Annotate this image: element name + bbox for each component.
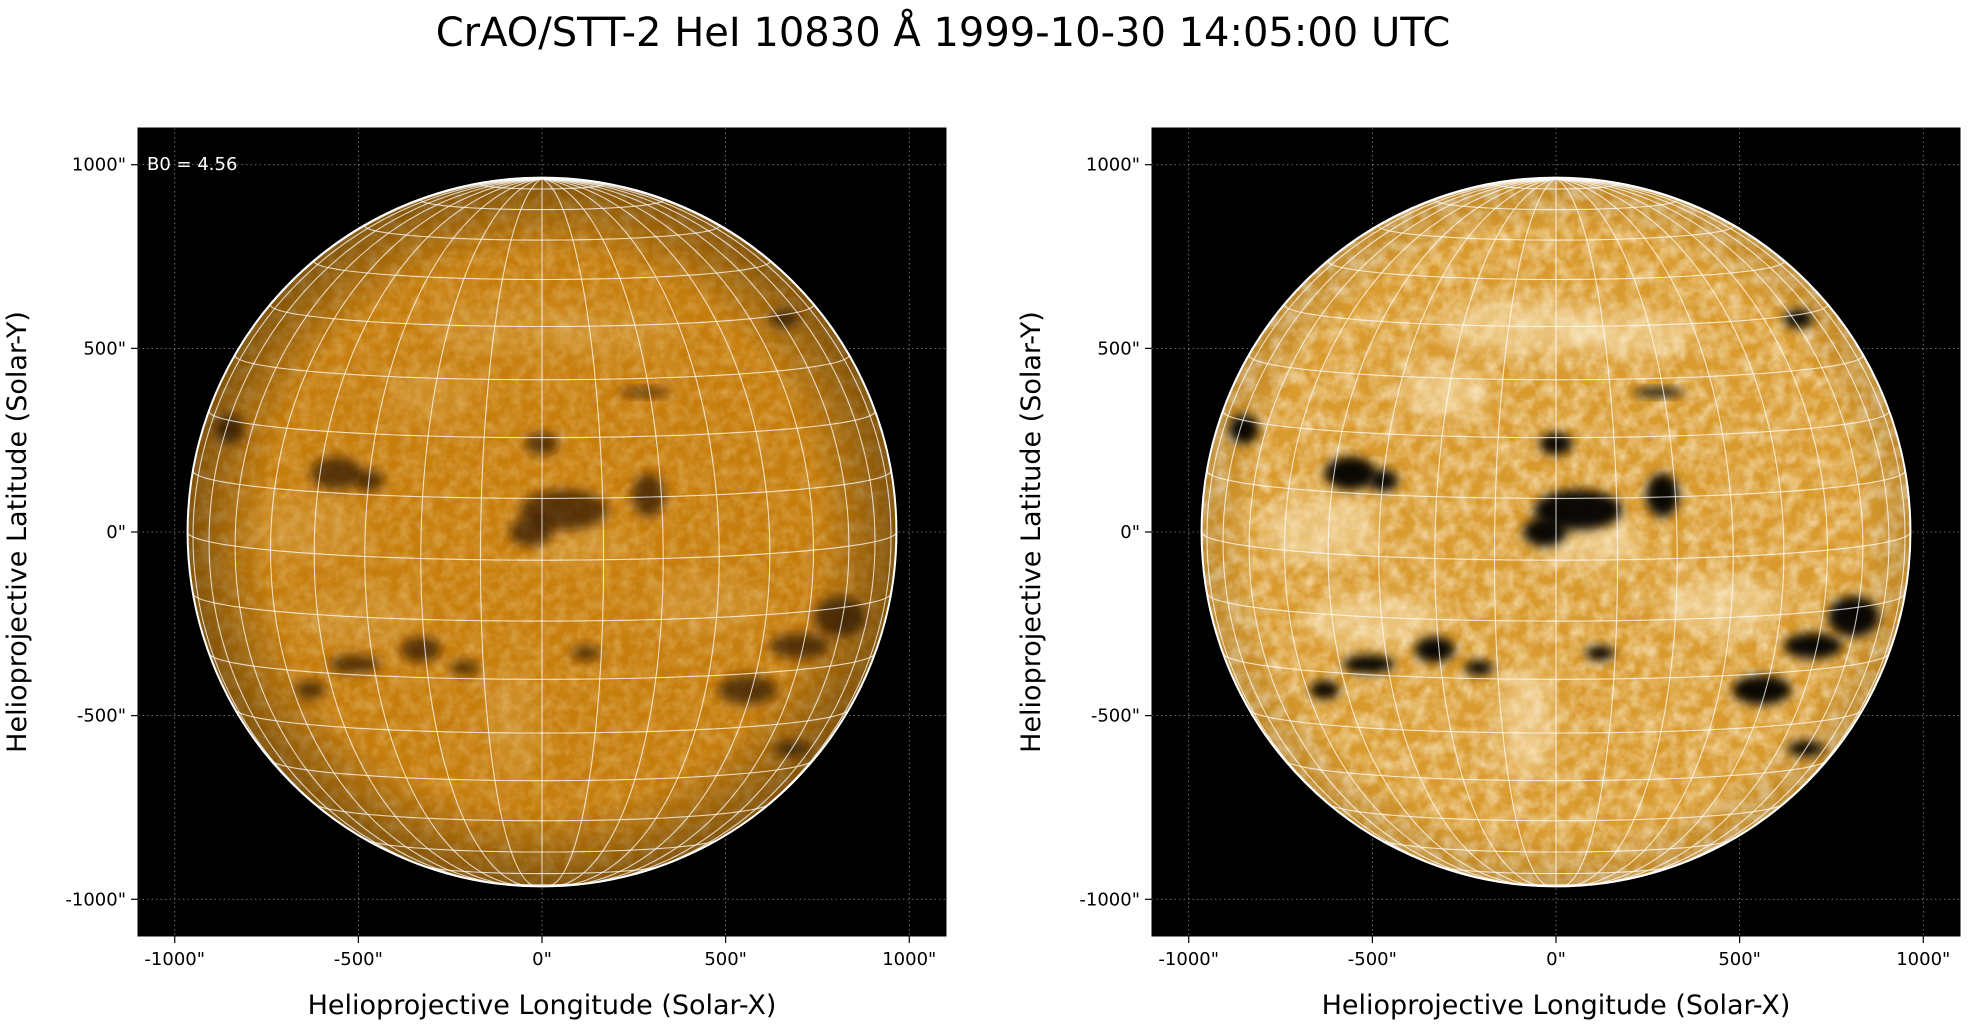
solar-limb	[1200, 176, 1912, 888]
longitude-line	[541, 178, 876, 878]
x-tick-label: 0"	[1546, 949, 1566, 970]
y-tick-label: 0"	[1120, 522, 1140, 543]
left-map-panel: -1000" 1000" -500" 500" 0" 0" 500" -500" 1000" -1…	[2, 127, 947, 1021]
longitude-line	[1493, 178, 1557, 887]
longitude-line	[1555, 178, 1734, 887]
longitude-line	[541, 178, 850, 883]
heliographic-grid	[1201, 178, 1911, 887]
b0-annotation: B0 = 4.56	[147, 154, 237, 175]
longitude-line	[1555, 178, 1619, 887]
longitude-line	[541, 178, 771, 887]
longitude-line	[1327, 178, 1557, 887]
longitude-line	[541, 178, 892, 853]
x-tick-label: 1000"	[882, 949, 936, 970]
longitude-line	[479, 178, 543, 887]
y-tick-label: 1000"	[1086, 155, 1140, 176]
x-tick-label: -1000"	[144, 949, 205, 970]
longitude-line	[541, 178, 720, 887]
longitude-line	[541, 178, 605, 887]
longitude-line	[1555, 178, 1678, 887]
longitude-line	[1378, 178, 1557, 887]
y-tick-label: 500"	[83, 338, 126, 359]
longitude-line	[234, 178, 543, 883]
right-map-panel: -1000" 1000" -500" 500" 0" 0" 500" -500" 1000" -1…	[1016, 127, 1961, 1021]
longitude-line	[541, 178, 664, 887]
y-tick-label: 0"	[106, 522, 126, 543]
x-tick-label: -500"	[1348, 949, 1397, 970]
longitude-line	[1555, 178, 1890, 878]
longitude-line	[1434, 178, 1557, 887]
heliographic-grid	[187, 178, 897, 887]
y-tick-label: 500"	[1097, 338, 1140, 359]
y-tick-label: -1000"	[1079, 889, 1140, 910]
longitude-line	[313, 178, 543, 887]
longitude-line	[1555, 178, 1829, 885]
longitude-line	[269, 178, 543, 885]
longitude-line	[1222, 178, 1557, 878]
x-tick-label: -1000"	[1158, 949, 1219, 970]
x-axis-label: Helioprojective Longitude (Solar-X)	[1322, 990, 1791, 1021]
x-tick-label: 0"	[532, 949, 552, 970]
y-tick-label: 1000"	[72, 155, 126, 176]
longitude-line	[1555, 178, 1864, 883]
x-tick-label: 1000"	[1896, 949, 1950, 970]
y-tick-label: -500"	[77, 706, 126, 727]
y-axis-label: Helioprojective Latitude (Solar-Y)	[1016, 311, 1047, 753]
longitude-line	[1206, 178, 1557, 853]
y-axis-label: Helioprojective Latitude (Solar-Y)	[2, 311, 33, 753]
longitude-line	[541, 178, 815, 885]
x-axis-label: Helioprojective Longitude (Solar-X)	[308, 990, 777, 1021]
longitude-line	[1248, 178, 1557, 883]
longitude-line	[364, 178, 543, 887]
longitude-line	[420, 178, 543, 887]
y-tick-label: -500"	[1091, 706, 1140, 727]
longitude-line	[192, 178, 543, 853]
x-tick-label: 500"	[704, 949, 747, 970]
solar-limb	[186, 176, 898, 888]
longitude-line	[1555, 178, 1906, 853]
longitude-line	[1283, 178, 1557, 885]
longitude-line	[1555, 178, 1785, 887]
figure-title: CrAO/STT-2 HeI 10830 Å 1999-10-30 14:05:…	[435, 10, 1451, 56]
y-tick-label: -1000"	[65, 889, 126, 910]
x-tick-label: -500"	[334, 949, 383, 970]
x-tick-label: 500"	[1718, 949, 1761, 970]
longitude-line	[208, 178, 543, 878]
